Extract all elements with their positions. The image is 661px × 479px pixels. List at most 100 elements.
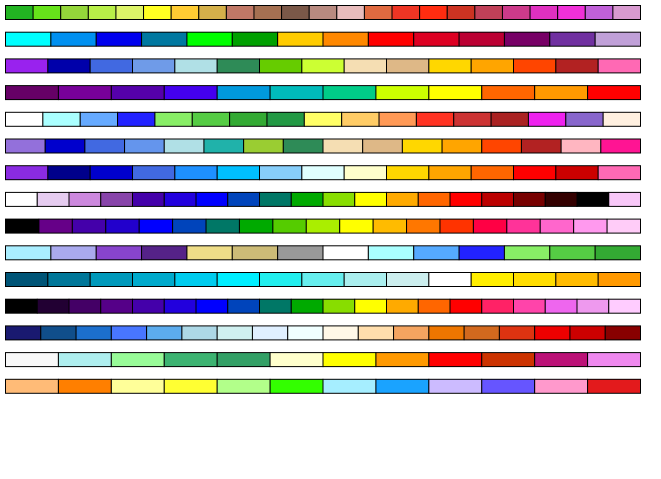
swatch [386,191,419,207]
swatch [354,191,387,207]
swatch [428,165,472,181]
swatch [5,165,49,181]
swatch [322,378,377,394]
swatch [367,245,415,261]
swatch [132,165,176,181]
swatch [322,245,369,261]
swatch [343,165,387,181]
swatch [36,298,70,314]
swatch [75,325,112,341]
swatch [172,218,207,234]
swatch [513,58,557,74]
swatch [186,245,233,261]
swatch [513,165,557,181]
swatch [470,165,514,181]
swatch [386,165,430,181]
swatch [5,85,59,101]
swatch [513,298,546,314]
swatch [375,352,430,368]
swatch [216,272,261,287]
swatch [181,325,218,341]
swatch [549,245,596,261]
swatch [555,165,599,181]
swatch [555,272,599,287]
swatch [597,272,642,287]
swatch [565,111,604,127]
swatch [322,191,356,207]
swatch [587,85,641,101]
swatch [146,325,183,341]
swatch [367,31,415,47]
swatch [277,245,324,261]
swatch [539,218,575,234]
swatch [481,191,514,207]
swatch [154,111,193,127]
swatch [163,85,218,101]
swatch [60,5,89,20]
swatch [95,31,143,47]
swatch [417,298,451,314]
swatch [481,352,536,368]
swatch [597,165,642,181]
swatch [608,191,641,207]
swatch [449,298,483,314]
swatch [527,111,567,127]
swatch [259,165,303,181]
swatch [600,138,641,154]
swatch [269,352,324,368]
swatch [141,31,188,47]
swatch [5,298,38,314]
swatch [587,378,641,394]
swatch [560,138,602,154]
swatch [47,165,91,181]
swatch [195,191,229,207]
swatch [32,5,62,20]
swatch [87,5,117,20]
swatch [428,352,483,368]
swatch [391,5,421,20]
swatch [597,58,642,74]
swatch [413,245,460,261]
swatch [79,111,119,127]
swatch [378,111,417,127]
swatch [441,138,483,154]
swatch [386,58,430,74]
swatch [163,352,218,368]
swatch [38,218,73,234]
swatch [428,58,472,74]
swatch [290,191,324,207]
swatch [544,298,578,314]
swatch [50,31,97,47]
swatch [251,325,289,341]
swatch [287,325,324,341]
swatch [386,272,430,287]
swatch [608,298,641,314]
swatch [5,218,40,234]
swatch [227,298,260,314]
swatch [322,85,377,101]
swatch [205,218,240,234]
swatch [132,298,165,314]
swatch [89,58,133,74]
swatch [5,191,38,207]
swatch [68,298,102,314]
swatch [243,138,284,154]
swatch [529,5,559,20]
swatch [225,5,255,20]
swatch [170,5,200,20]
swatch [281,5,310,20]
swatch [417,191,451,207]
swatch [576,298,610,314]
swatch [216,85,271,101]
swatch [602,111,641,127]
swatch [50,245,97,261]
swatch [375,378,430,394]
swatch [472,218,508,234]
swatch [501,5,531,20]
swatch [259,191,292,207]
swatch [110,325,148,341]
swatch [458,245,505,261]
swatch [569,325,606,341]
swatch [555,58,599,74]
swatch [42,111,81,127]
